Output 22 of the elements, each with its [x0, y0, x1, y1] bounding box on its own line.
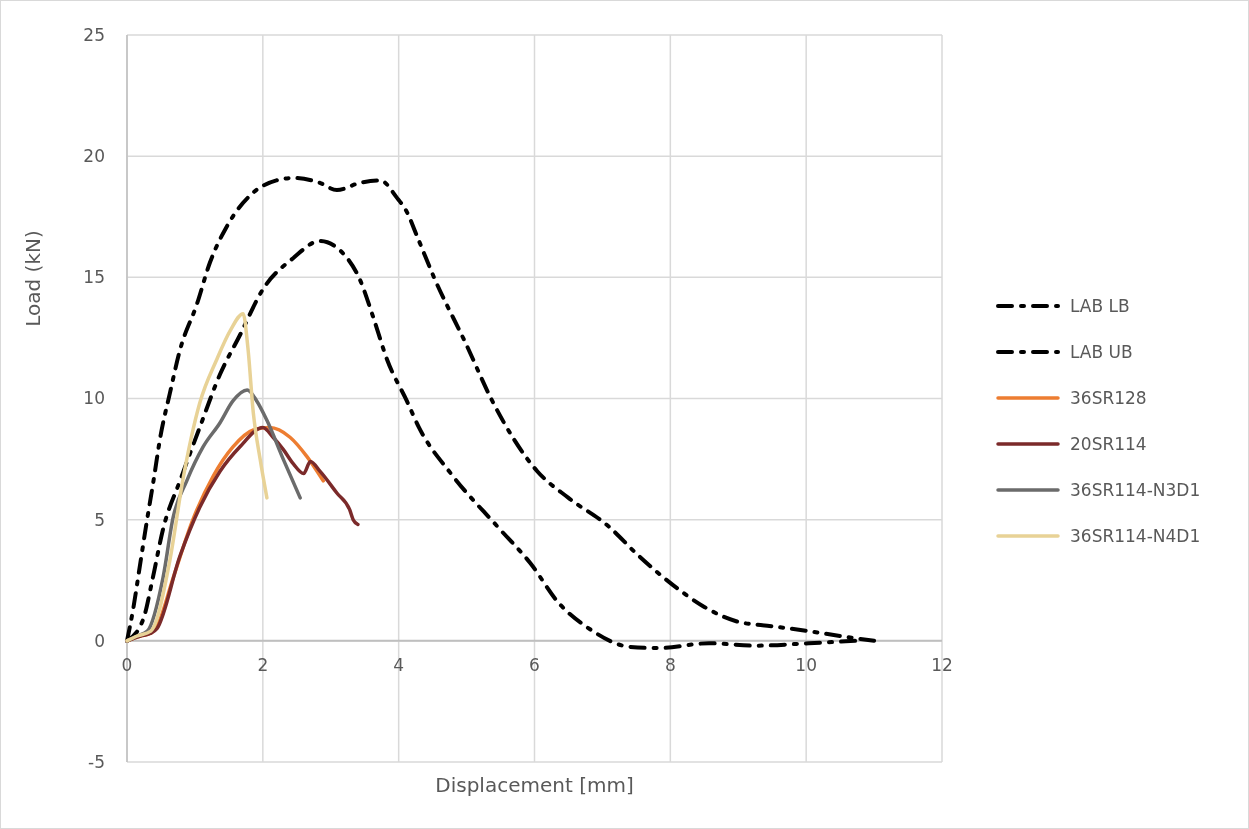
y-tick-label: 5: [94, 509, 105, 530]
y-tick-label: 0: [94, 630, 105, 651]
x-tick-label: 0: [121, 654, 133, 675]
y-tick-label: -5: [88, 751, 105, 772]
legend-label: 36SR114-N4D1: [1070, 525, 1201, 546]
y-tick-label: 20: [83, 146, 105, 167]
legend-label: 36SR128: [1070, 387, 1147, 408]
legend-label: LAB UB: [1070, 341, 1133, 362]
y-tick-label: 10: [83, 388, 105, 409]
legend-label: 36SR114-N3D1: [1070, 479, 1201, 500]
x-tick-label: 12: [931, 654, 953, 675]
y-axis-title: Load (kN): [21, 230, 45, 327]
legend-label: LAB LB: [1070, 295, 1130, 316]
legend-label: 20SR114: [1070, 433, 1147, 454]
y-tick-label: 25: [83, 24, 105, 45]
x-tick-label: 6: [529, 654, 540, 675]
x-tick-label: 8: [664, 654, 676, 675]
x-tick-label: 4: [393, 654, 405, 675]
y-tick-label: 15: [83, 267, 105, 288]
x-tick-label: 10: [795, 654, 817, 675]
x-tick-label: 2: [257, 654, 269, 675]
x-axis-title: Displacement [mm]: [435, 773, 634, 797]
